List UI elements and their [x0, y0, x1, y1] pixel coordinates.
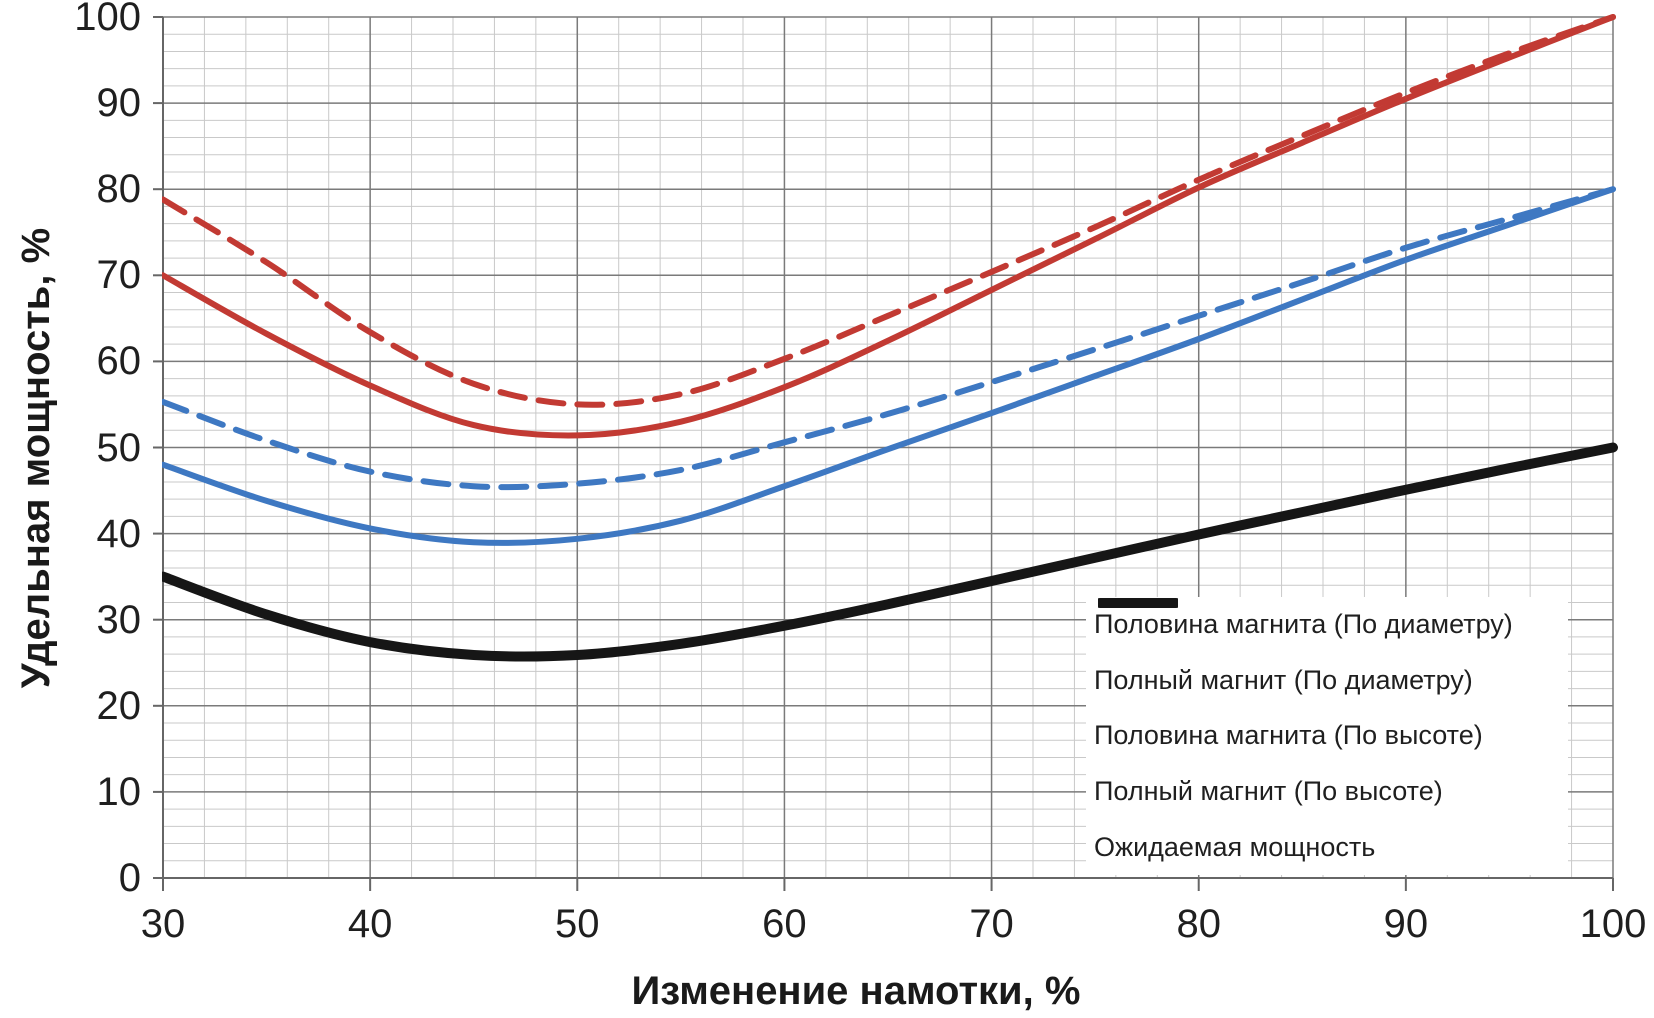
- y-tick-label: 10: [96, 769, 142, 814]
- y-tick-label: 80: [96, 167, 142, 212]
- y-tick-label: 90: [96, 81, 142, 126]
- y-tick-label: 20: [96, 683, 142, 728]
- legend-item: Полный магнит (По диаметру): [1086, 600, 1568, 709]
- x-tick-label: 30: [140, 902, 186, 946]
- y-tick-label: 60: [96, 339, 142, 384]
- legend-item: Половина магнита (По высоте): [1086, 600, 1568, 764]
- series-line-3: [162, 14, 1616, 408]
- x-tick-label: 40: [347, 902, 393, 946]
- x-tick-label: 80: [1176, 902, 1221, 946]
- legend-label: Ожидаемая мощность: [1094, 831, 1376, 862]
- legend: Половина магнита (По диаметру) Полный маг…: [1086, 597, 1568, 875]
- series-line-1: [162, 14, 1616, 439]
- y-tick-label: 100: [74, 0, 141, 39]
- y-tick-label: 0: [118, 856, 141, 900]
- x-tick-label: 100: [1579, 902, 1647, 946]
- x-tick-label: 60: [762, 902, 807, 946]
- legend-label: Половина магнита (По диаметру): [1094, 609, 1513, 640]
- legend-label: Полный магнит (По диаметру): [1094, 664, 1473, 695]
- y-tick-label: 70: [96, 253, 142, 298]
- y-tick-label: 40: [96, 511, 142, 556]
- y-tick-label: 50: [96, 425, 142, 470]
- x-tick-label: 70: [969, 902, 1014, 946]
- series-line-0: [162, 186, 1616, 546]
- series-line-4: [162, 442, 1618, 662]
- legend-label: Половина магнита (По высоте): [1094, 720, 1483, 751]
- x-tick-label: 90: [1383, 902, 1429, 946]
- series-line-2: [162, 186, 1616, 491]
- legend-item: Полный магнит (По высоте): [1086, 600, 1568, 820]
- legend-label: Полный магнит (По высоте): [1094, 776, 1443, 807]
- legend-item: Ожидаемая мощность: [1086, 598, 1568, 875]
- y-axis-title: Удельная мощность, %: [14, 227, 58, 689]
- y-tick-label: 30: [96, 597, 142, 642]
- x-axis-title: Изменение намотки, %: [631, 969, 1081, 1013]
- x-tick-label: 50: [555, 902, 600, 946]
- legend-swatch-line: [1098, 598, 1178, 608]
